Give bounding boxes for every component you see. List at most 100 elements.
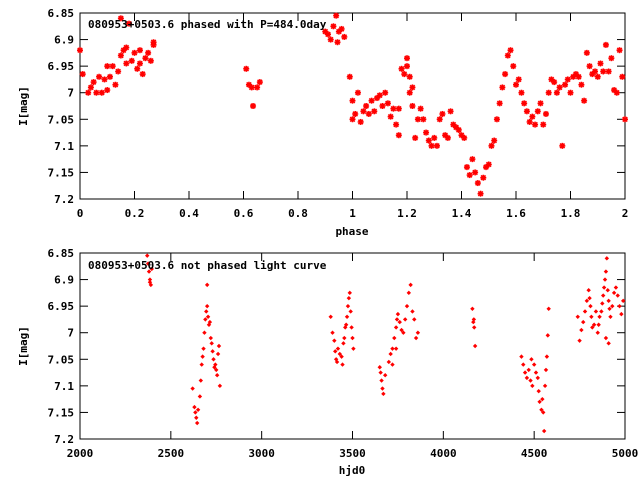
data-point bbox=[250, 103, 257, 109]
x-tick-label: 1.2 bbox=[397, 207, 417, 220]
x-axis-ticks: 0 0.2 0.4 0.6 0.8 1 1.2 1.4 1.6 1.8 2 bbox=[77, 13, 628, 220]
data-point bbox=[502, 71, 509, 78]
x-axis-label: phase bbox=[335, 225, 368, 238]
data-point bbox=[87, 84, 94, 91]
y-axis-label: I[mag] bbox=[17, 86, 30, 126]
data-point bbox=[523, 108, 530, 115]
unphased-light-curve-panel: 6.85 6.9 6.95 7 7.05 7.1 7.15 7.2 2000 2500 3000 3… bbox=[17, 247, 638, 477]
data-point bbox=[553, 89, 560, 96]
y-tick-label: 6.9 bbox=[54, 34, 74, 47]
data-point bbox=[199, 362, 204, 367]
data-point bbox=[535, 375, 540, 381]
data-point bbox=[205, 314, 211, 319]
data-point bbox=[96, 73, 103, 80]
data-point bbox=[610, 303, 615, 309]
data-point bbox=[537, 100, 544, 107]
y-tick-label: 7.05 bbox=[48, 113, 75, 126]
data-point bbox=[209, 341, 214, 346]
data-point bbox=[581, 97, 588, 104]
data-point bbox=[398, 65, 405, 72]
data-point bbox=[335, 346, 341, 351]
data-point bbox=[521, 100, 528, 107]
data-point bbox=[214, 367, 219, 373]
data-point bbox=[564, 76, 571, 83]
data-point bbox=[524, 375, 530, 381]
data-point bbox=[146, 269, 152, 274]
data-point bbox=[409, 84, 416, 91]
data-point bbox=[106, 73, 113, 80]
x-tick-label: 2000 bbox=[67, 447, 94, 460]
data-point bbox=[596, 322, 601, 327]
data-point bbox=[340, 362, 345, 367]
data-point bbox=[414, 116, 421, 123]
data-point bbox=[380, 386, 385, 391]
x-tick-label: 0.2 bbox=[125, 207, 145, 220]
data-point bbox=[616, 47, 623, 54]
data-point bbox=[597, 60, 604, 67]
data-point bbox=[85, 89, 92, 96]
data-point bbox=[600, 301, 605, 306]
data-point bbox=[613, 89, 620, 96]
data-point bbox=[542, 110, 549, 117]
y-tick-label: 7.1 bbox=[54, 380, 74, 393]
y-tick-label: 7 bbox=[67, 327, 74, 340]
data-point bbox=[379, 378, 384, 383]
data-point bbox=[395, 105, 402, 112]
data-point bbox=[214, 373, 220, 378]
data-point bbox=[397, 319, 402, 325]
data-point bbox=[145, 253, 150, 258]
data-point bbox=[349, 97, 356, 104]
data-point bbox=[602, 41, 609, 48]
data-point bbox=[606, 341, 611, 346]
data-point bbox=[192, 404, 197, 410]
data-point bbox=[197, 394, 203, 399]
data-point bbox=[378, 370, 383, 375]
data-point bbox=[559, 142, 566, 149]
y-tick-label: 7.15 bbox=[48, 406, 75, 419]
data-point bbox=[211, 357, 216, 362]
data-point bbox=[534, 108, 541, 115]
y-axis-ticks: 6.85 6.9 6.95 7 7.05 7.1 7.15 7.2 bbox=[48, 7, 625, 206]
data-point bbox=[327, 36, 334, 43]
data-point bbox=[406, 290, 412, 296]
data-point bbox=[330, 23, 337, 30]
data-point bbox=[363, 103, 370, 109]
data-point bbox=[203, 317, 208, 322]
data-point bbox=[469, 156, 476, 163]
data-point bbox=[213, 362, 218, 367]
data-point bbox=[381, 391, 386, 397]
data-point bbox=[528, 378, 533, 383]
data-point bbox=[436, 116, 443, 123]
data-point bbox=[384, 100, 391, 107]
data-point bbox=[540, 121, 547, 128]
data-point bbox=[90, 79, 97, 86]
data-point bbox=[496, 100, 503, 107]
data-point bbox=[98, 89, 105, 96]
data-point bbox=[256, 79, 263, 86]
data-point bbox=[376, 92, 383, 99]
chart-title: 080953+0503.6 phased with P=484.0day bbox=[88, 18, 327, 31]
data-point bbox=[591, 322, 597, 327]
data-point bbox=[544, 354, 550, 359]
data-point bbox=[603, 335, 609, 341]
data-point bbox=[390, 346, 395, 351]
data-point bbox=[619, 311, 624, 317]
data-point bbox=[601, 285, 607, 290]
data-point bbox=[518, 89, 525, 96]
data-point bbox=[379, 103, 386, 109]
data-point bbox=[588, 303, 593, 309]
data-point bbox=[338, 25, 345, 32]
data-point bbox=[193, 410, 198, 415]
data-point bbox=[425, 137, 432, 144]
data-point bbox=[409, 103, 416, 109]
data-point bbox=[147, 277, 153, 282]
data-point bbox=[604, 256, 610, 261]
data-point bbox=[333, 349, 338, 354]
data-point bbox=[371, 108, 378, 115]
data-point bbox=[428, 142, 435, 149]
data-point bbox=[622, 116, 628, 123]
data-point bbox=[526, 118, 533, 125]
data-point bbox=[254, 84, 261, 91]
data-point bbox=[337, 351, 342, 357]
